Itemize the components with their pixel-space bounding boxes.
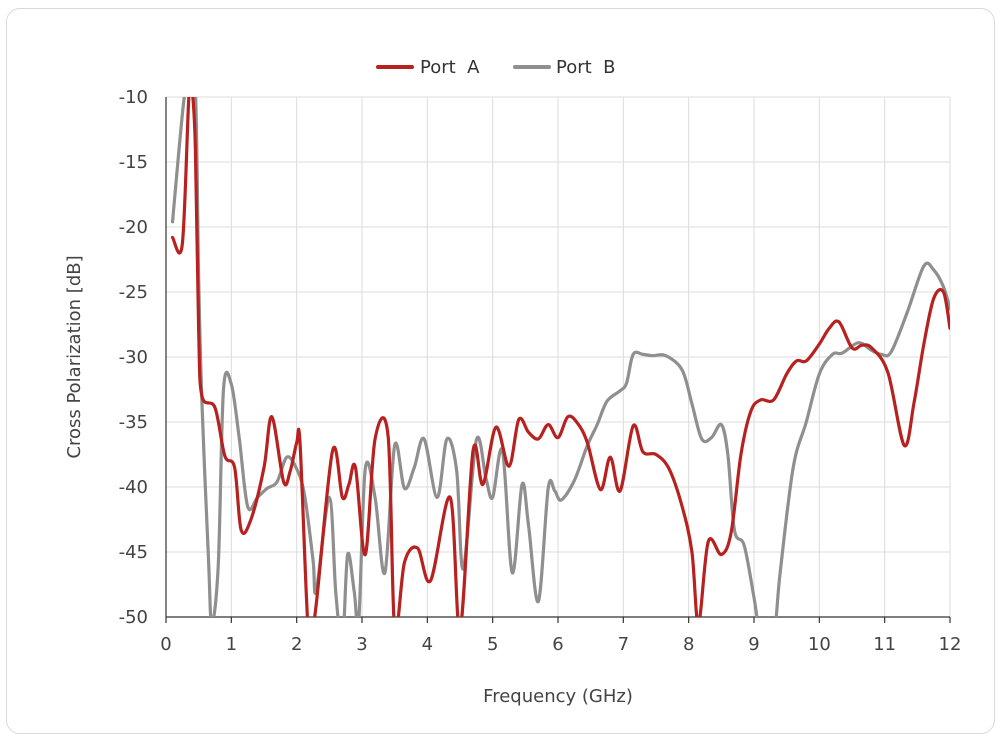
series-lines xyxy=(170,97,950,617)
x-tick-label: 11 xyxy=(873,634,896,655)
y-tick-label: -45 xyxy=(119,542,148,563)
legend: Port A Port B xyxy=(376,57,615,78)
x-tick-label: 4 xyxy=(422,634,433,655)
grid xyxy=(166,96,951,617)
series-line-port-a xyxy=(170,97,950,617)
x-tick-label: 12 xyxy=(939,634,962,655)
y-tick-label: -15 xyxy=(119,152,148,173)
y-tick-label: -40 xyxy=(119,477,148,498)
x-tick-label: 10 xyxy=(808,634,831,655)
tick-labels: 0 1 2 3 4 5 6 7 8 9 10 11 12-10-15-20-25-30-35-40-45… xyxy=(119,87,962,655)
y-tick-label: -35 xyxy=(119,412,148,433)
y-tick-label: -25 xyxy=(119,282,148,303)
y-tick-label: -30 xyxy=(119,347,148,368)
y-tick-label: -20 xyxy=(119,217,148,238)
x-tick-label: 8 xyxy=(683,634,694,655)
x-tick-label: 9 xyxy=(748,634,759,655)
legend-label-port-b: Port B xyxy=(556,57,615,78)
chart-card xyxy=(6,8,995,734)
y-tick-label: -50 xyxy=(119,607,148,628)
legend-label-port-a: Port A xyxy=(420,57,480,78)
x-tick-label: 7 xyxy=(618,634,629,655)
x-tick-label: 0 xyxy=(160,634,171,655)
y-axis-title: Cross Polarization [dB] xyxy=(64,255,85,458)
x-tick-label: 1 xyxy=(226,634,237,655)
x-axis-title: Frequency (GHz) xyxy=(483,686,633,707)
x-tick-label: 5 xyxy=(487,634,498,655)
x-tick-label: 6 xyxy=(552,634,563,655)
axes xyxy=(165,97,951,623)
x-tick-label: 3 xyxy=(356,634,367,655)
x-tick-label: 2 xyxy=(291,634,302,655)
series-line-port-b xyxy=(170,97,950,617)
y-tick-label: -10 xyxy=(119,87,148,108)
